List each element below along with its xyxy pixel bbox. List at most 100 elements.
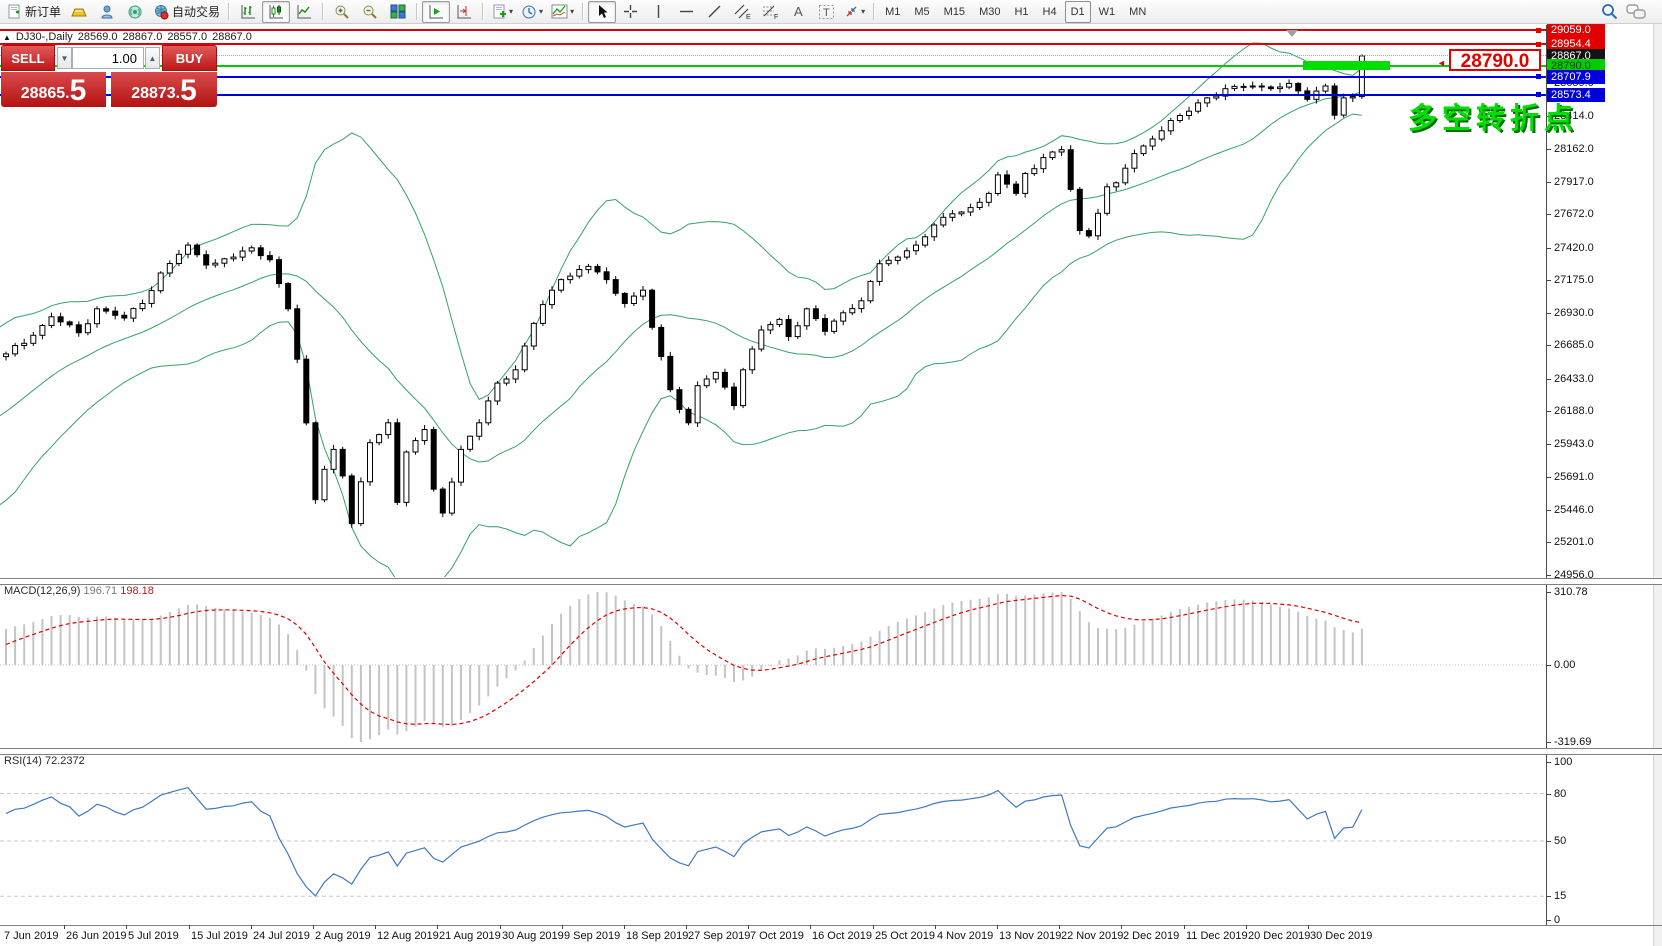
new-order-button[interactable]: 新订单 <box>3 1 65 23</box>
level-line-anchor[interactable] <box>1536 74 1541 80</box>
candle-body <box>357 481 364 525</box>
collapse-triangle-icon[interactable]: ▲ <box>3 33 11 42</box>
candle-body <box>75 324 82 334</box>
price-tick <box>1546 379 1551 380</box>
candle-body <box>1222 88 1229 97</box>
new-template-button[interactable]: ▾ <box>488 1 517 23</box>
candle-body <box>1004 174 1010 185</box>
level-line-resistance[interactable] <box>0 43 1546 46</box>
level-line-anchor[interactable] <box>1536 27 1541 33</box>
buy-button[interactable]: BUY <box>162 45 217 71</box>
candle-body <box>321 468 328 501</box>
date-label: 9 Sep 2019 <box>564 930 621 942</box>
gold-button[interactable] <box>65 1 93 23</box>
chat-icon[interactable] <box>1626 3 1646 20</box>
chart-canvas[interactable] <box>0 0 1546 946</box>
auto-trading-label: 自动交易 <box>172 5 221 19</box>
date-label: 18 Sep 2019 <box>626 930 689 942</box>
pane-splitter[interactable] <box>0 748 1662 755</box>
auto-trading-button[interactable]: 自动交易 <box>149 1 224 23</box>
svg-text:A: A <box>794 4 803 19</box>
search-icon[interactable] <box>1601 3 1618 20</box>
label-tool-button[interactable]: T <box>812 1 840 23</box>
level-line-support[interactable] <box>0 75 1546 78</box>
price-tick <box>1546 116 1551 117</box>
chart-shift-button[interactable] <box>450 1 478 23</box>
text-tool-button[interactable]: A <box>784 1 812 23</box>
trendline-tool-button[interactable] <box>700 1 728 23</box>
auto-scroll-button[interactable] <box>422 0 451 23</box>
candle-body <box>148 290 155 304</box>
indicators-button[interactable]: ▾ <box>547 1 578 23</box>
marker-triangle-icon[interactable] <box>1286 30 1298 37</box>
volume-increase-button[interactable]: ▲ <box>145 47 160 69</box>
date-tick <box>1184 925 1185 929</box>
candle-body <box>57 316 64 323</box>
candle-body <box>876 263 883 282</box>
date-label: 7 Jun 2019 <box>4 930 59 942</box>
timeframe-d1[interactable]: D1 <box>1064 0 1091 23</box>
period-button[interactable]: ▾ <box>517 1 547 23</box>
profile-button[interactable] <box>93 1 121 23</box>
highlight-rectangle[interactable] <box>1303 61 1390 70</box>
rsi-axis-tick <box>1546 794 1551 795</box>
date-label: 20 Dec 2019 <box>1248 930 1311 942</box>
level-line-pivot[interactable] <box>0 65 1546 68</box>
volume-input[interactable] <box>72 47 144 69</box>
candle-body <box>712 371 719 380</box>
tile-windows-button[interactable] <box>384 1 412 23</box>
zoom-out-button[interactable] <box>356 1 384 23</box>
zoom-in-button[interactable] <box>328 1 356 23</box>
price-badge-resistance: 29059.0 <box>1547 23 1605 38</box>
level-line-anchor[interactable] <box>1536 92 1541 98</box>
level-line-resistance[interactable] <box>0 29 1546 32</box>
timeframe-m15[interactable]: M15 <box>943 5 966 18</box>
arrows-tool-button[interactable]: ▾ <box>840 1 869 23</box>
candle-body <box>1240 85 1247 88</box>
horizontal-line-tool-button[interactable] <box>672 1 700 23</box>
timeframe-mn[interactable]: MN <box>1129 5 1147 18</box>
timeframe-m5[interactable]: M5 <box>914 5 930 18</box>
timeframe-h1[interactable]: H1 <box>1014 5 1029 18</box>
annotation-text[interactable]: 多空转折点 <box>1408 103 1579 135</box>
broadcast-button[interactable] <box>121 1 149 23</box>
candlestick-mode-button[interactable] <box>262 0 291 23</box>
rsi-axis-label: 15 <box>1554 890 1567 902</box>
sell-button[interactable]: SELL <box>1 45 55 71</box>
level-line-anchor[interactable] <box>1536 41 1541 47</box>
volume-decrease-button[interactable]: ▼ <box>57 47 72 69</box>
candle-body <box>1295 82 1302 92</box>
timeframe-m30[interactable]: M30 <box>979 5 1001 18</box>
candle-body <box>630 295 637 305</box>
timeframe-w1[interactable]: W1 <box>1098 5 1116 18</box>
level-line-support[interactable] <box>0 93 1546 96</box>
bar-chart-mode-button[interactable] <box>234 1 262 23</box>
vertical-scrollbar[interactable] <box>1653 24 1662 946</box>
channel-tool-button[interactable]: E <box>728 1 756 23</box>
pane-splitter[interactable] <box>0 578 1662 585</box>
crosshair-tool-button[interactable] <box>616 1 644 23</box>
candle-body <box>1049 151 1056 159</box>
candle-body <box>257 247 264 257</box>
fibonacci-tool-button[interactable]: F <box>756 1 784 23</box>
timeframe-h4[interactable]: H4 <box>1042 5 1057 18</box>
candle-body <box>430 429 437 490</box>
date-tick <box>1121 925 1122 929</box>
line-chart-mode-button[interactable] <box>290 1 318 23</box>
candle-body <box>194 244 201 256</box>
candle-body <box>367 442 373 483</box>
candle-body <box>658 326 665 357</box>
candle-body <box>985 192 992 203</box>
candle-body <box>976 201 983 209</box>
buy-price[interactable]: 28873. 5 <box>111 72 217 107</box>
timeframe-m1[interactable]: M1 <box>885 5 901 18</box>
pivot-price-label[interactable]: 28790.0 <box>1449 49 1541 72</box>
current-price-line[interactable] <box>0 55 1546 57</box>
vertical-line-tool-button[interactable] <box>644 1 672 23</box>
candle-body <box>458 448 464 483</box>
date-label: 4 Nov 2019 <box>937 930 994 942</box>
price-tick-label: 27420.0 <box>1554 242 1594 254</box>
candle-body <box>448 481 455 514</box>
sell-price[interactable]: 28865. 5 <box>1 72 106 107</box>
cursor-tool-button[interactable] <box>588 0 617 23</box>
